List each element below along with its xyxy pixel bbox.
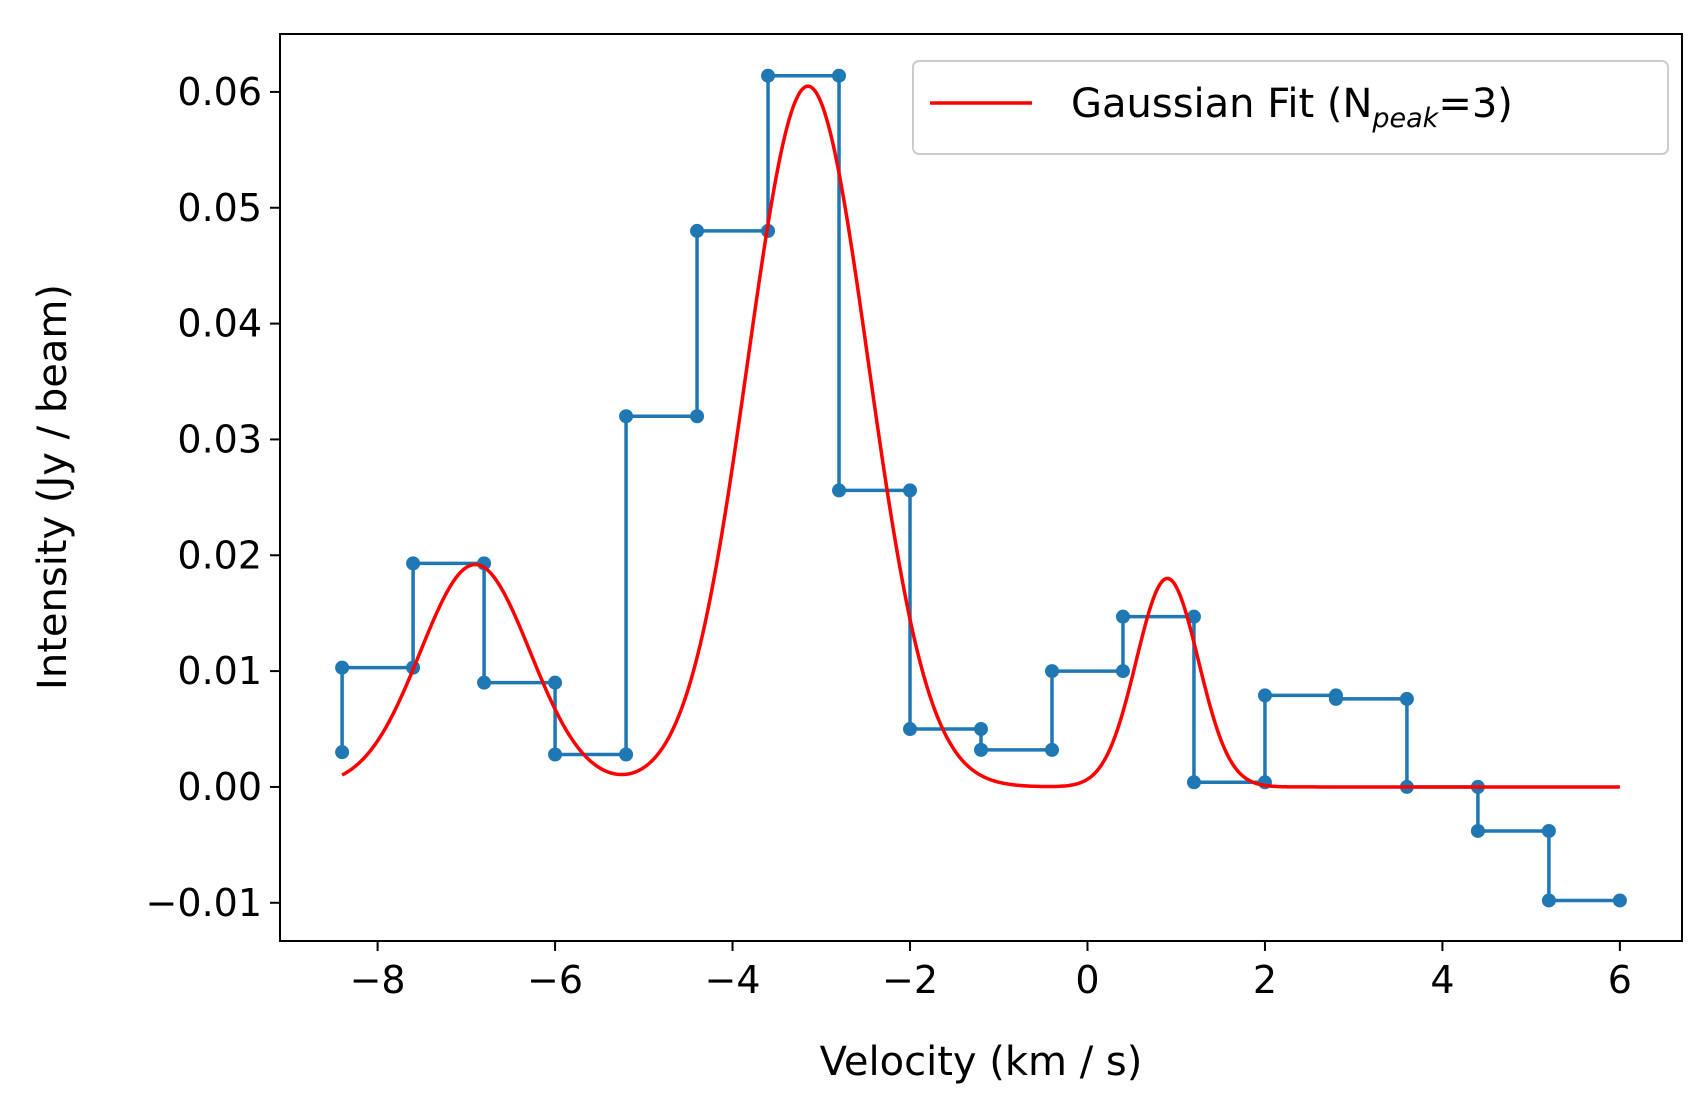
legend-fit-label: Gaussian Fit (Npeak=3) [1071,81,1513,134]
spectrum-point [1044,664,1059,679]
y-tick-label: 0.06 [177,70,262,114]
spectrum-point [406,556,421,571]
spectrum-point [832,68,847,83]
legend-box [912,60,1669,155]
y-tick-label: 0.05 [177,186,262,230]
x-tick-label: −2 [882,958,938,1002]
spectrum-point [1186,609,1201,624]
spectrum-point [1470,823,1485,838]
spectrum-point [761,68,776,83]
spectrum-point [1541,893,1556,908]
x-tick-label: 4 [1430,958,1454,1002]
x-tick-label: 2 [1253,958,1277,1002]
spectrum-point [619,747,634,762]
spectrum-point [1115,664,1130,679]
plot-frame [279,33,1683,942]
y-tick-label: 0.04 [177,302,262,346]
x-axis-label: Velocity (km / s) [820,1039,1143,1085]
spectrum-point [548,675,563,690]
spectrum-point [903,722,918,737]
spectrum-point [1399,691,1414,706]
legend-fit-subscript: peak [1371,103,1439,134]
x-tick-label: 6 [1608,958,1632,1002]
legend: Gaussian Fit (Npeak=3) [912,60,1669,155]
x-tick-label: −6 [527,958,583,1002]
spectrum-point [1115,609,1130,624]
axes-layer: −8 −6 −4 −2 0 2 4 6 −0.01 0.00 0.01 0.02 0.03 0.04 0.0… [146,70,1632,1002]
y-tick-label: −0.01 [146,881,262,925]
spectrum-point [690,409,705,424]
spectrum-point [477,675,492,690]
spectrum-point [1328,691,1343,706]
spectrum-point [690,223,705,238]
y-tick-label: 0.03 [177,417,262,461]
spectrum-point [832,483,847,498]
spectrum-point [1044,742,1059,757]
y-tick-label: 0.02 [177,533,262,577]
x-tick-label: 0 [1075,958,1099,1002]
y-tick-label: 0.01 [177,649,262,693]
spectrum-point [1186,775,1201,790]
y-axis-label: Intensity (Jy / beam) [30,284,76,690]
spectrum-point [1257,688,1272,703]
y-tick-label: 0.00 [177,765,262,809]
x-tick-label: −4 [705,958,761,1002]
spectrum-point [974,722,988,737]
spectrum-point [1541,823,1556,838]
spectrum-point [335,745,350,760]
spectrum-point [619,409,634,424]
x-tick-label: −8 [350,958,406,1002]
spectrum-point [548,747,563,762]
spectrum-point [1612,893,1627,908]
spectrum-point [903,483,918,498]
gaussian-fit-line [341,84,1620,789]
spectrum-point [335,660,350,675]
spectrum-point [974,742,988,757]
plot-layer [335,68,1627,908]
